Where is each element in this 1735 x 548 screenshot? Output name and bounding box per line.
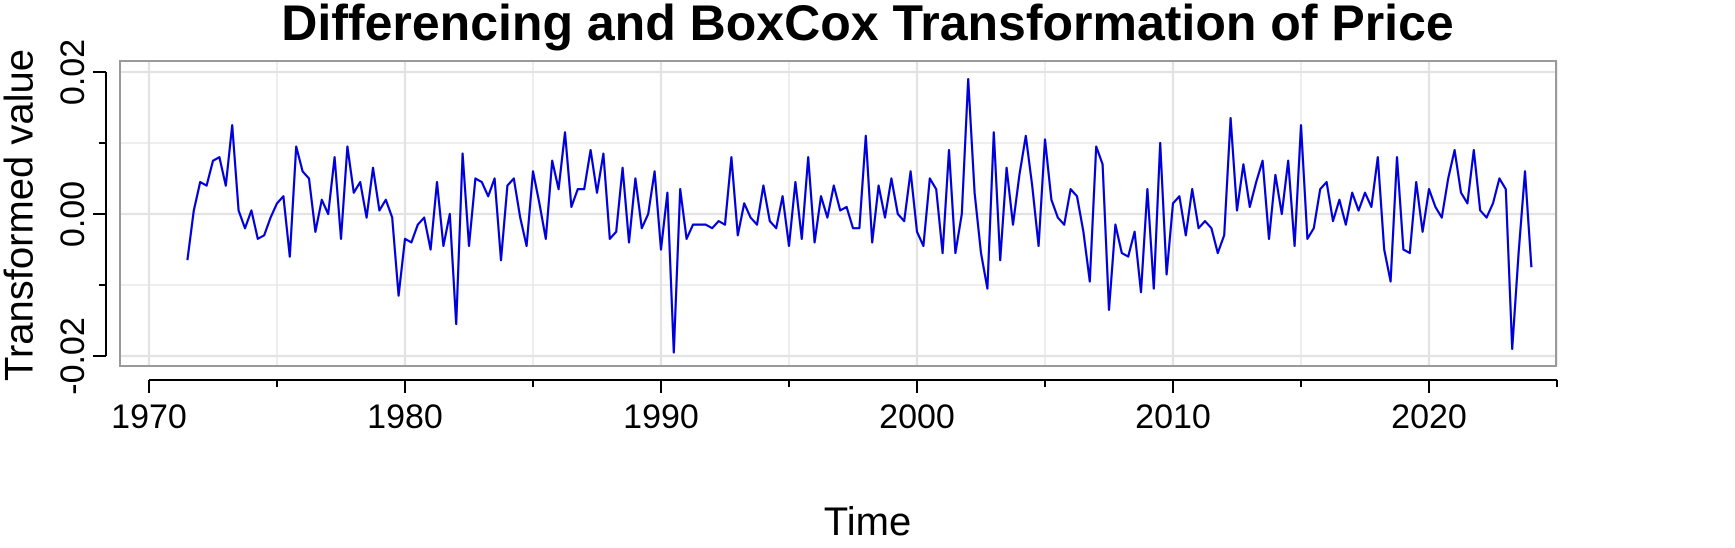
x-tick-label: 1990 (623, 398, 699, 436)
y-tick-label: 0.02 (54, 39, 92, 105)
x-tick-label: 2000 (879, 398, 955, 436)
x-axis-label: Time (823, 500, 912, 544)
x-tick-label: 2010 (1135, 398, 1211, 436)
x-tick-label: 1970 (111, 398, 187, 436)
y-tick-label: -0.02 (54, 317, 92, 395)
x-tick-label: 2020 (1391, 398, 1467, 436)
chart-title: Differencing and BoxCox Transformation o… (281, 0, 1454, 51)
series-line (186, 78, 1533, 354)
grid-lines (120, 61, 1558, 366)
y-tick-label: 0.00 (54, 181, 92, 247)
panel-border (119, 60, 1557, 367)
x-tick-label: 1980 (367, 398, 443, 436)
axes: 1970 1980 1990 2000 2010 2020 -0.02 0.00 0.02 (54, 39, 1558, 436)
